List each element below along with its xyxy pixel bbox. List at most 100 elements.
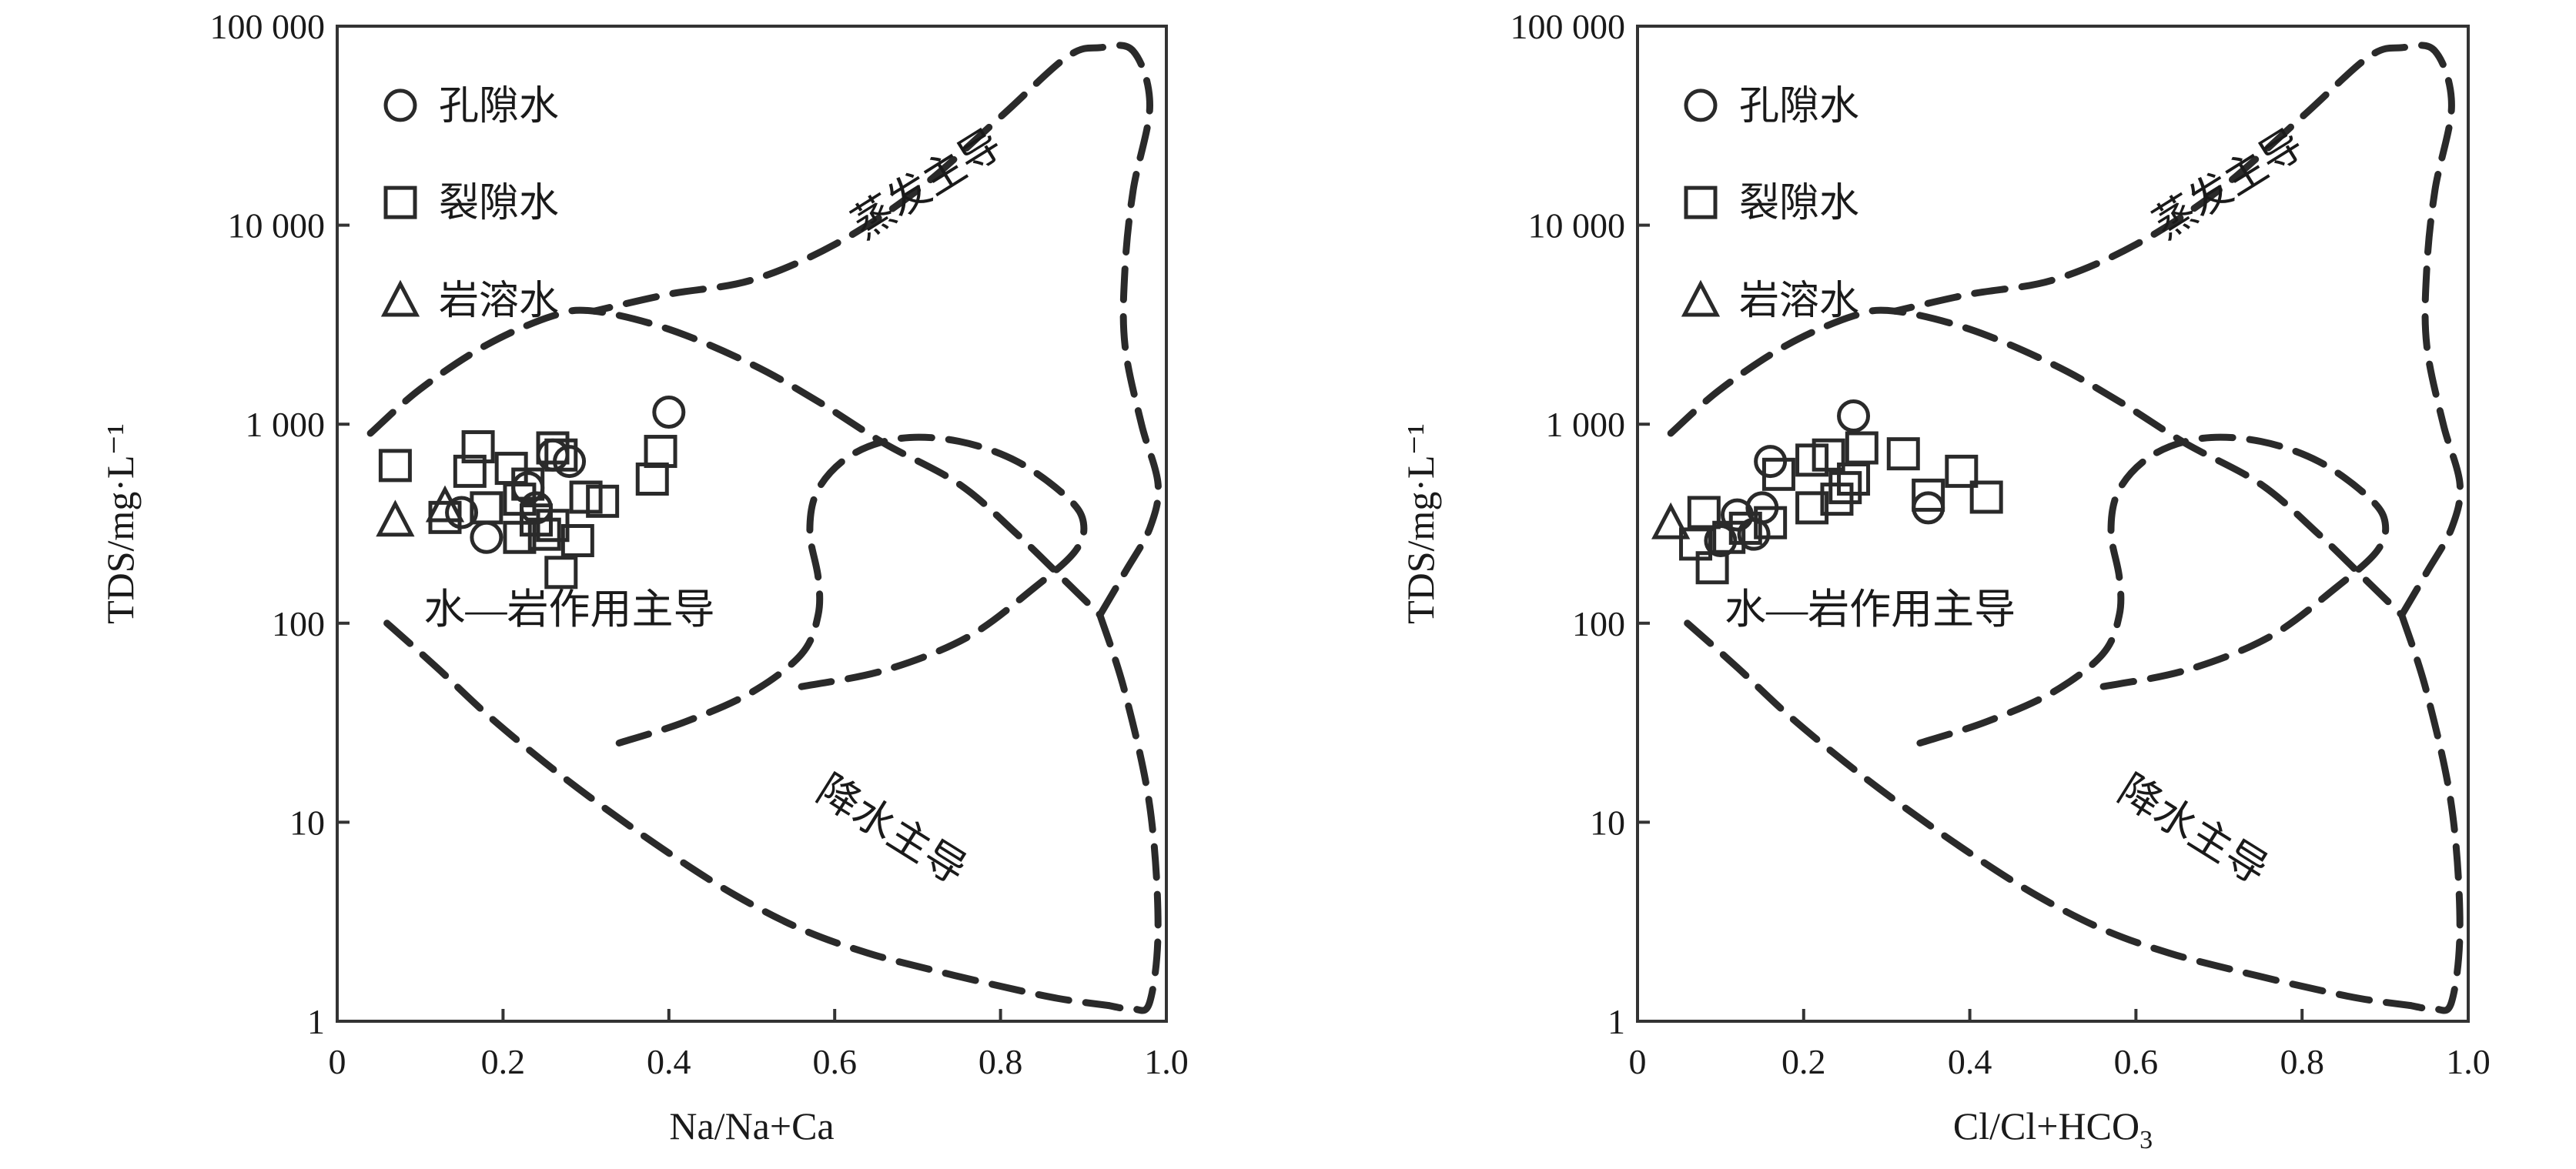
x-tick-label: 0 — [1629, 1042, 1647, 1081]
x-tick-label: 0.8 — [979, 1042, 1023, 1081]
legend-marker-triangle — [380, 279, 420, 317]
x-tick-label: 1.0 — [2446, 1042, 2491, 1081]
region-label: 蒸发主导 — [844, 121, 1009, 248]
boundary-evaporation — [1892, 42, 2464, 619]
panel-1: 1 10 100 1 000 10 000 100 000 0 0.2 0.4 0.6 0.8 1.0… — [99, 7, 1189, 1147]
data-point-square — [1812, 438, 1845, 472]
data-point-triangle — [425, 485, 465, 523]
legend-label: 岩溶水 — [439, 279, 559, 323]
boundary-lower — [383, 620, 1112, 1009]
data-point-square — [1795, 443, 1829, 477]
data-point-square — [1761, 457, 1795, 491]
x-tick-label: 0.6 — [812, 1042, 857, 1081]
region-label: 蒸发主导 — [2146, 121, 2311, 248]
x-tick-label: 0 — [329, 1042, 346, 1081]
legend-marker-circle — [383, 89, 417, 122]
y-tick-label: 1 000 — [246, 405, 326, 444]
data-point-square — [1795, 491, 1829, 525]
x-axis-title: Na/Na+Ca — [669, 1104, 834, 1147]
boundary-inner-loop — [1916, 433, 2390, 746]
y-tick-label: 100 000 — [1510, 7, 1626, 46]
legend-label: 裂隙水 — [439, 182, 559, 225]
data-point-square — [1912, 478, 1945, 512]
y-tick-label: 100 — [272, 604, 325, 643]
boundary-upper — [366, 306, 1104, 619]
data-point-square — [536, 431, 570, 465]
y-axis-title: TDS/mg·L⁻¹ — [99, 423, 142, 624]
data-point-square — [503, 483, 537, 516]
data-point-square — [527, 517, 561, 551]
data-point-square — [1679, 527, 1713, 561]
data-point-square — [503, 520, 537, 554]
data-point-square — [1687, 496, 1721, 529]
x-tick-label: 0.4 — [1948, 1042, 1992, 1081]
panel-2: 1 10 100 1 000 10 000 100 000 0 0.2 0.4 0.6 0.8 1.0… — [1399, 7, 2491, 1154]
data-point-square — [569, 480, 603, 514]
y-tick-label: 100 000 — [210, 7, 326, 46]
data-point-circle — [445, 496, 479, 529]
legend-marker-circle — [1684, 89, 1718, 122]
legend-label: 岩溶水 — [1739, 279, 1859, 323]
data-point-square — [1754, 506, 1788, 539]
x-tick-label: 0.6 — [2114, 1042, 2159, 1081]
y-tick-label: 1 000 — [1546, 405, 1626, 444]
y-tick-label: 10 000 — [228, 206, 326, 245]
data-point-square — [378, 449, 412, 483]
x-tick-label: 0.8 — [2280, 1042, 2324, 1081]
data-point-square — [461, 430, 495, 464]
data-point-circle — [470, 520, 503, 554]
data-point-square — [1969, 480, 2003, 514]
data-point-circle — [1912, 491, 1945, 525]
data-point-square — [1945, 454, 1979, 488]
legend-marker-square — [1684, 185, 1718, 219]
plot-frame — [336, 25, 1168, 1023]
data-point-square — [1828, 471, 1862, 505]
boundary-inner-loop — [615, 433, 1088, 746]
data-point-square — [453, 454, 487, 488]
x-tick-label: 1.0 — [1144, 1042, 1189, 1081]
data-point-square — [1886, 437, 1920, 471]
data-point-square — [470, 491, 503, 525]
data-point-square — [560, 523, 594, 557]
data-point-square — [1695, 551, 1729, 585]
x-axis-title: Cl/Cl+HCO3 — [1953, 1104, 2153, 1154]
boundary-right — [1096, 611, 1162, 1014]
y-tick-label: 10 — [289, 803, 325, 842]
region-label: 降水主导 — [809, 767, 975, 893]
data-point-circle — [1704, 523, 1738, 557]
y-tick-label: 1 — [307, 1002, 325, 1041]
region-label: 水—岩作用主导 — [424, 586, 715, 633]
boundary-upper — [1667, 306, 2406, 619]
x-tick-label: 0.2 — [1781, 1042, 1826, 1081]
data-point-square — [635, 463, 669, 496]
data-point-square — [544, 556, 578, 590]
data-point-square — [544, 438, 578, 472]
data-point-square — [1712, 520, 1746, 554]
plot-frame — [1636, 25, 2470, 1023]
legend-label: 孔隙水 — [439, 85, 559, 129]
legend-marker-triangle — [1681, 279, 1721, 317]
boundary-lower — [1684, 620, 2414, 1009]
y-axis-title: TDS/mg·L⁻¹ — [1399, 423, 1442, 624]
data-point-triangle — [1651, 502, 1691, 539]
y-tick-label: 1 — [1607, 1002, 1625, 1041]
data-point-circle — [536, 438, 570, 472]
region-label: 水—岩作用主导 — [1725, 586, 2016, 633]
legend-label: 孔隙水 — [1739, 85, 1859, 129]
y-tick-label: 10 000 — [1528, 206, 1626, 245]
data-point-square — [1820, 483, 1854, 516]
y-tick-label: 10 — [1590, 803, 1625, 842]
data-point-square — [644, 435, 677, 469]
legend-marker-square — [383, 185, 417, 219]
region-label: 降水主导 — [2110, 767, 2276, 893]
data-point-square — [1728, 511, 1762, 545]
data-point-square — [1845, 431, 1878, 465]
data-point-square — [586, 484, 620, 518]
y-tick-label: 100 — [1572, 604, 1625, 643]
data-point-circle — [652, 396, 686, 429]
data-point-circle — [1837, 399, 1871, 433]
boundary-evaporation — [590, 42, 1163, 619]
legend-label: 裂隙水 — [1739, 182, 1859, 225]
